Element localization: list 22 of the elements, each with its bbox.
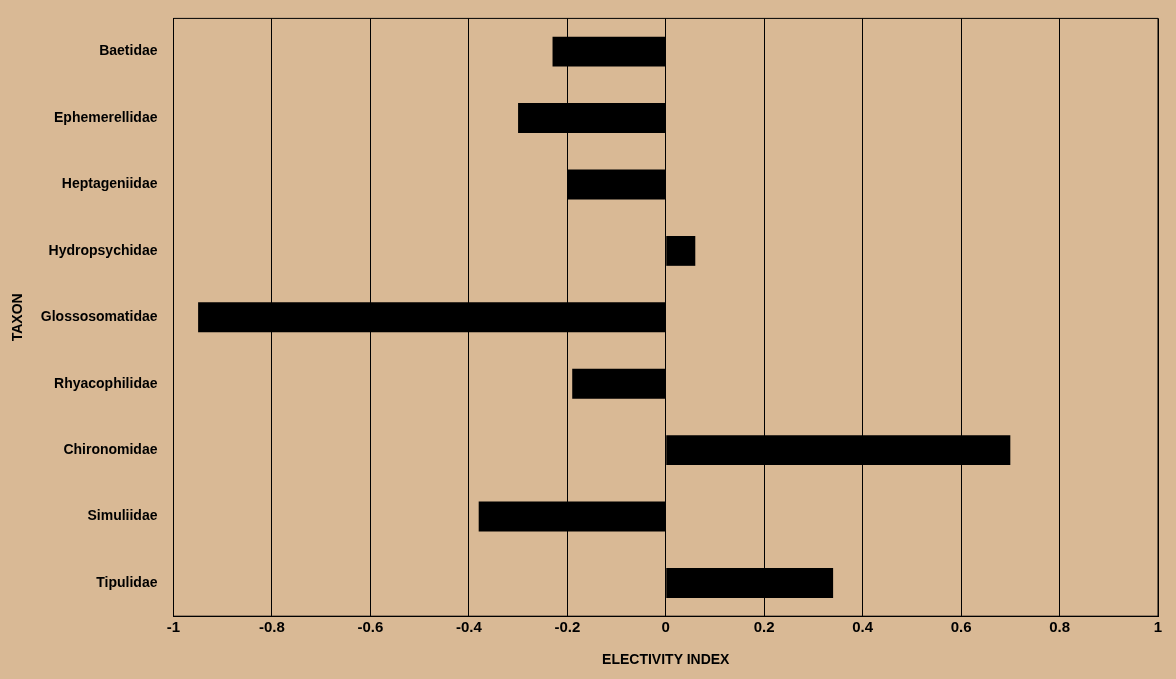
x-tick-label: 0.4 <box>852 618 874 636</box>
y-tick-label: Ephemerellidae <box>54 108 158 125</box>
x-tick-label: 0.8 <box>1049 618 1070 636</box>
x-axis-title: ELECTIVITY INDEX <box>602 651 731 668</box>
y-tick-label: Rhyacophilidae <box>54 374 158 391</box>
y-tick-label: Heptageniidae <box>61 175 158 192</box>
x-tick-label: -1 <box>166 618 181 636</box>
x-tick-label: 0.2 <box>753 618 775 636</box>
y-tick-label: Simuliidae <box>87 507 158 524</box>
x-tick-label: -0.8 <box>259 618 285 636</box>
y-tick-label: Glossosomatidae <box>40 308 158 325</box>
x-tick-label: -0.4 <box>455 618 483 636</box>
x-tick-label: -0.6 <box>357 618 384 636</box>
x-tick-label: 1 <box>1153 618 1163 636</box>
x-tick-label: 0 <box>661 618 670 636</box>
y-tick-label: Hydropsychidae <box>48 241 158 258</box>
x-tick-label: 0.6 <box>950 618 972 636</box>
y-tick-label: Tipulidae <box>96 573 158 590</box>
x-tick-label: -0.2 <box>554 618 581 636</box>
y-axis-title: TAXON <box>9 293 26 342</box>
y-tick-label: Chironomidae <box>63 441 158 457</box>
y-tick-label: Baetidae <box>99 42 158 59</box>
